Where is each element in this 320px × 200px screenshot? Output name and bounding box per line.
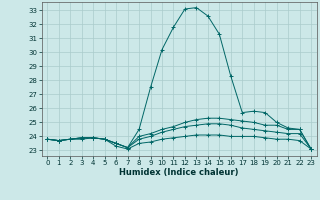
X-axis label: Humidex (Indice chaleur): Humidex (Indice chaleur) (119, 168, 239, 177)
